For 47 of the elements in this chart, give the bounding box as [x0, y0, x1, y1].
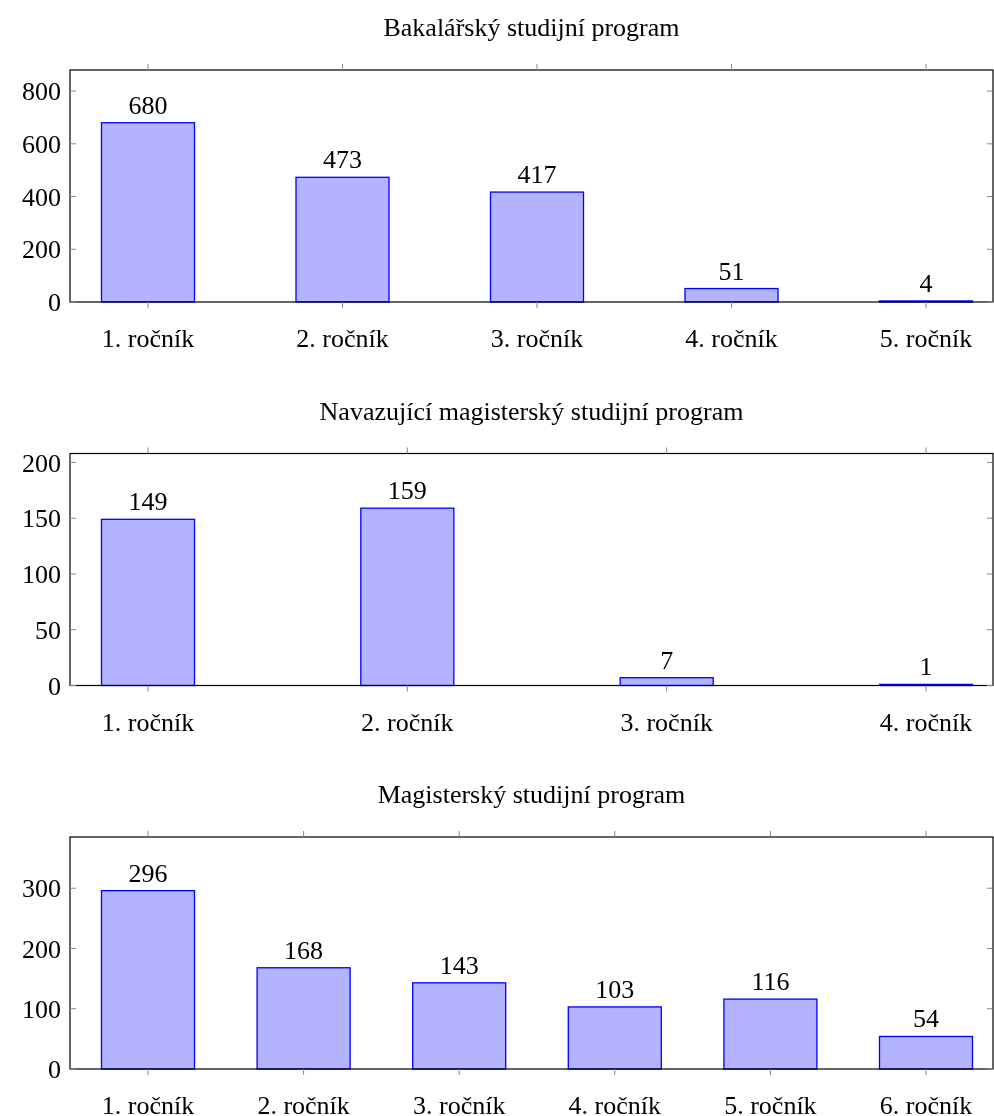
x-tick-label: 4. ročník: [685, 324, 778, 353]
x-tick-label: 6. ročník: [879, 1091, 973, 1116]
data-label: 51: [718, 256, 745, 286]
y-tick-label: 0: [48, 1055, 61, 1085]
y-tick-label: 800: [22, 77, 61, 107]
chart-title: Navazující magisterský studijní program: [319, 396, 744, 426]
data-label: 149: [128, 487, 168, 517]
y-tick-label: 300: [22, 874, 61, 904]
y-tick-label: 200: [22, 235, 61, 265]
x-tick-label: 5. ročník: [879, 324, 973, 353]
x-tick-label: 3. ročník: [490, 324, 584, 353]
data-label: 116: [751, 967, 790, 997]
data-label: 296: [128, 858, 168, 888]
data-label: 7: [660, 645, 674, 675]
x-tick-label: 2. ročník: [257, 1091, 350, 1116]
chart-title: Magisterský studijní program: [377, 780, 686, 809]
x-tick-label: 1. ročník: [101, 1091, 195, 1116]
y-tick-label: 0: [48, 288, 61, 318]
data-label: 1: [919, 652, 933, 682]
x-tick-label: 2. ročník: [296, 324, 389, 353]
data-label: 103: [595, 974, 635, 1004]
y-tick-label: 100: [22, 994, 61, 1024]
y-tick-label: 100: [22, 560, 61, 590]
data-label: 159: [387, 476, 427, 506]
x-tick-label: 2. ročník: [361, 707, 454, 737]
x-tick-label: 1. ročník: [101, 324, 195, 353]
data-label: 473: [323, 145, 362, 175]
data-label: 4: [919, 268, 933, 298]
x-tick-label: 3. ročník: [620, 707, 713, 737]
x-tick-label: 4. ročník: [879, 707, 973, 737]
data-label: 54: [913, 1004, 939, 1034]
y-tick-label: 400: [22, 182, 61, 212]
x-tick-label: 4. ročník: [568, 1091, 662, 1116]
y-tick-label: 200: [22, 448, 61, 478]
data-label: 417: [517, 160, 557, 190]
data-label: 680: [128, 90, 168, 120]
y-tick-label: 150: [22, 504, 61, 534]
y-tick-label: 0: [48, 671, 61, 701]
chart-title: Bakalářský studijní program: [383, 13, 680, 42]
y-tick-label: 600: [22, 129, 61, 159]
x-tick-label: 3. ročník: [412, 1091, 506, 1116]
x-tick-label: 1. ročník: [101, 707, 195, 737]
x-tick-label: 5. ročník: [724, 1091, 817, 1116]
data-label: 168: [284, 935, 324, 965]
data-label: 143: [439, 950, 479, 980]
y-tick-label: 50: [35, 615, 61, 645]
y-tick-label: 200: [22, 934, 61, 964]
